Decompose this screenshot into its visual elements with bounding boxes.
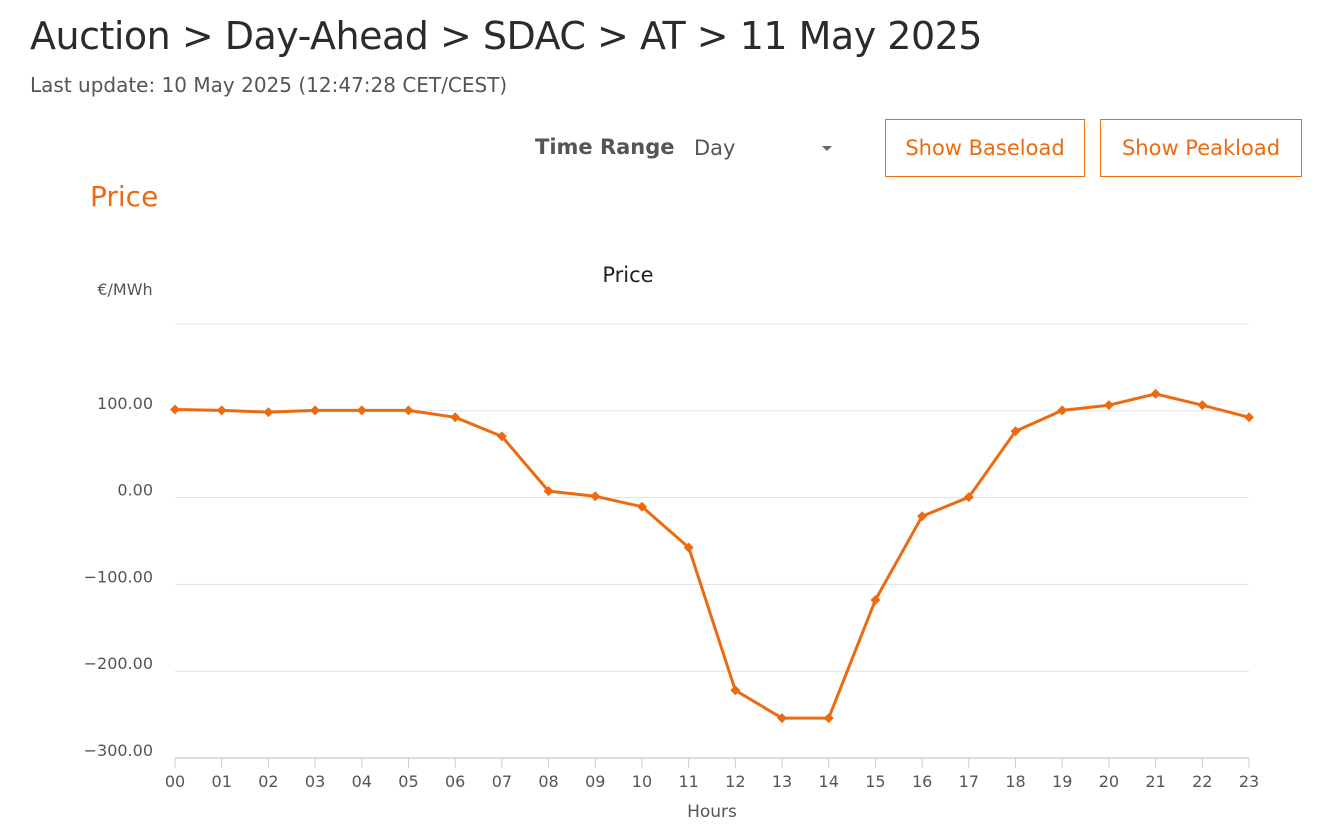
data-point-marker [356,405,367,416]
x-tick-label: 14 [819,772,839,791]
chevron-down-icon [822,146,832,151]
x-tick-label: 06 [445,772,465,791]
x-tick-label: 03 [305,772,325,791]
x-tick-label: 11 [678,772,698,791]
data-point-marker [777,713,788,724]
data-point-marker [1103,400,1114,411]
x-tick-label: 16 [912,772,932,791]
x-tick-label: 05 [398,772,418,791]
chart-title: Price [602,263,653,287]
price-line [173,392,1251,720]
data-point-marker [917,511,928,522]
x-tick-label: 10 [632,772,652,791]
x-tick-label: 20 [1099,772,1119,791]
data-point-marker [823,713,834,724]
data-point-marker [1244,412,1254,423]
x-tick-label: 18 [1005,772,1025,791]
data-point-marker [870,595,881,606]
data-point-marker [590,491,601,502]
y-tick-label: 0.00 [117,481,153,500]
last-update-text: Last update: 10 May 2025 (12:47:28 CET/C… [30,73,508,97]
x-tick-label: 07 [492,772,512,791]
x-tick-label: 01 [212,772,232,791]
data-point-marker [170,404,180,415]
y-tick-label: −300.00 [84,741,153,760]
data-point-marker [496,431,507,442]
x-tick-label: 17 [959,772,979,791]
data-point-marker [403,405,414,416]
data-point-marker [450,412,461,423]
y-axis-unit: €/MWh [97,280,152,299]
x-tick-label: 13 [772,772,792,791]
y-axis-ticks: 100.00 0.00 −100.00 −200.00 −300.00 [84,394,153,760]
x-axis: 00 01 02 03 04 05 06 07 08 09 10 11 12 13 14 15 16 17 18 19… [165,757,1259,791]
data-point-marker [1150,388,1161,399]
data-point-marker [216,405,227,416]
show-baseload-button[interactable]: Show Baseload [885,119,1085,177]
data-point-marker [683,542,694,553]
x-tick-label: 15 [865,772,885,791]
x-axis-title: Hours [687,802,737,822]
data-point-marker [1010,426,1021,437]
data-point-marker [730,685,741,696]
x-tick-label: 04 [352,772,372,791]
y-tick-label: −200.00 [84,654,153,673]
time-range-label: Time Range [535,135,675,159]
page-title: Auction > Day-Ahead > SDAC > AT > 11 May… [30,14,982,58]
grid-lines [175,323,1249,672]
x-tick-label: 23 [1239,772,1259,791]
show-peakload-button[interactable]: Show Peakload [1100,119,1302,177]
section-title: Price [90,180,159,213]
x-tick-label: 21 [1145,772,1165,791]
time-range-value: Day [694,136,736,160]
x-tick-label: 22 [1192,772,1212,791]
x-tick-label: 00 [165,772,185,791]
y-tick-label: 100.00 [97,394,153,413]
time-range-select[interactable]: Day [690,128,840,168]
x-tick-label: 12 [725,772,745,791]
data-point-marker [263,407,274,418]
price-series [170,388,1254,724]
data-point-marker [963,492,974,503]
data-point-marker [1197,400,1208,411]
x-tick-label: 08 [538,772,558,791]
data-point-marker [310,405,321,416]
data-point-marker [1057,405,1068,416]
x-tick-label: 09 [585,772,605,791]
x-tick-label: 02 [258,772,278,791]
x-tick-label: 19 [1052,772,1072,791]
y-tick-label: −100.00 [84,567,153,586]
data-point-marker [543,486,554,497]
data-point-marker [636,501,647,512]
